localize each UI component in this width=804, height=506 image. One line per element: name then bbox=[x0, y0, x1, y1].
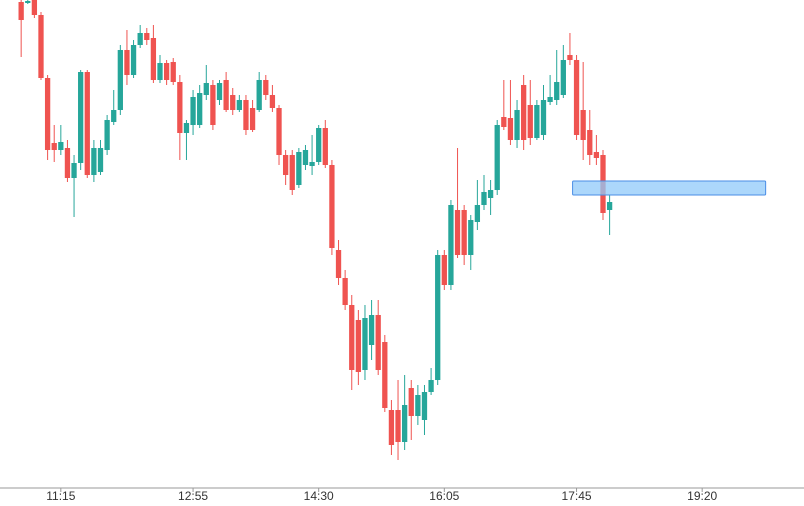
x-tick-label: 12:55 bbox=[178, 489, 208, 503]
candle-body bbox=[58, 142, 64, 150]
candle-body bbox=[183, 123, 190, 133]
candle-body bbox=[587, 130, 593, 155]
candle-body bbox=[150, 38, 157, 80]
candle-body bbox=[521, 85, 527, 140]
candle-body bbox=[91, 148, 97, 175]
candle-body bbox=[448, 205, 454, 285]
candle-body bbox=[296, 152, 302, 185]
candle-body bbox=[534, 105, 540, 138]
candle-body bbox=[97, 148, 104, 172]
x-tick-label: 16:05 bbox=[429, 489, 459, 503]
candle-body bbox=[322, 128, 328, 165]
candle-body bbox=[382, 342, 388, 408]
candle-body bbox=[236, 100, 242, 110]
candle-body bbox=[461, 210, 467, 255]
candle-body bbox=[540, 100, 547, 135]
candle-body bbox=[316, 128, 322, 162]
candle-body bbox=[104, 120, 110, 150]
candle-body bbox=[289, 155, 295, 190]
candle-body bbox=[210, 85, 216, 125]
candle-body bbox=[216, 83, 223, 100]
candle-body bbox=[203, 83, 209, 95]
candle-body bbox=[606, 202, 613, 210]
candle-body bbox=[44, 78, 51, 150]
candle-body bbox=[84, 72, 90, 175]
candle-body bbox=[197, 93, 203, 125]
candle-body bbox=[163, 63, 170, 80]
candle-body bbox=[78, 72, 84, 163]
candle-body bbox=[25, 1, 31, 3]
candle-body bbox=[137, 33, 143, 45]
candle-body bbox=[130, 45, 137, 75]
x-tick-label: 14:30 bbox=[304, 489, 334, 503]
candle-body bbox=[249, 108, 256, 130]
candle-body bbox=[335, 250, 342, 278]
candle-body bbox=[263, 80, 269, 95]
zone bbox=[572, 180, 767, 196]
candle-body bbox=[435, 255, 441, 380]
candle-body bbox=[527, 105, 533, 138]
candle-body bbox=[282, 155, 289, 175]
candle-body bbox=[117, 50, 123, 110]
candle-body bbox=[474, 205, 481, 222]
candle-body bbox=[388, 410, 395, 445]
x-tick-label: 19:20 bbox=[687, 489, 717, 503]
candle-body bbox=[223, 80, 229, 110]
candle-body bbox=[501, 117, 507, 127]
candle-body bbox=[554, 82, 560, 100]
candle-body bbox=[18, 2, 24, 20]
candle-body bbox=[567, 55, 573, 60]
candle-body bbox=[349, 305, 355, 370]
candle-body bbox=[573, 60, 580, 135]
candle-body bbox=[415, 395, 421, 416]
candle-body bbox=[309, 162, 315, 166]
candle-body bbox=[454, 210, 461, 255]
candle-body bbox=[408, 388, 414, 416]
candle-body bbox=[487, 190, 494, 198]
candle-body bbox=[269, 95, 276, 108]
candle-body bbox=[494, 125, 500, 190]
candle-body bbox=[177, 82, 183, 133]
candle-body bbox=[428, 380, 434, 392]
candle-body bbox=[38, 15, 44, 78]
candle-body bbox=[514, 110, 520, 140]
candle-body bbox=[302, 150, 309, 165]
candle-body bbox=[243, 100, 249, 130]
candle-body bbox=[157, 63, 163, 80]
candle-body bbox=[342, 278, 348, 305]
candle-body bbox=[124, 50, 130, 75]
candle-body bbox=[230, 95, 236, 110]
candle-body bbox=[111, 110, 117, 122]
candle-body bbox=[481, 192, 487, 205]
candle-body bbox=[329, 165, 335, 248]
candle-body bbox=[362, 318, 368, 370]
candle-body bbox=[31, 0, 38, 15]
x-tick-label: 17:45 bbox=[562, 489, 592, 503]
candle-body bbox=[144, 33, 150, 40]
candle-body bbox=[71, 163, 77, 178]
candle-body bbox=[402, 405, 408, 442]
candle-body bbox=[580, 110, 586, 140]
candle-body bbox=[170, 62, 176, 82]
x-tick-label: 11:15 bbox=[46, 489, 75, 503]
candle-body bbox=[560, 60, 566, 95]
candle-body bbox=[593, 152, 600, 158]
candle-body bbox=[276, 108, 282, 155]
candle-body bbox=[51, 143, 57, 150]
candle-body bbox=[355, 320, 362, 372]
candle-body bbox=[547, 97, 553, 102]
candle-body bbox=[375, 315, 381, 370]
candle-body bbox=[395, 410, 401, 442]
candle-body bbox=[64, 148, 71, 178]
candle-body bbox=[256, 80, 262, 110]
candle-body bbox=[368, 315, 375, 345]
candle-body bbox=[468, 220, 474, 255]
candle-body bbox=[441, 255, 447, 285]
candle-body bbox=[190, 97, 196, 125]
candle-body bbox=[421, 392, 428, 420]
candle-body bbox=[507, 118, 514, 140]
